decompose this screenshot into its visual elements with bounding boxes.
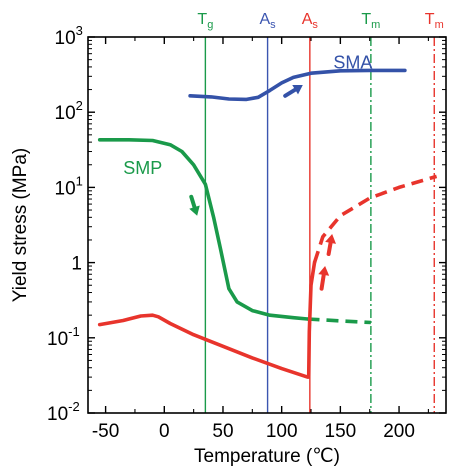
arrow-3 — [325, 234, 337, 257]
ref-line-label-4: Tm — [425, 11, 444, 31]
y-tick-label-3: 101 — [55, 173, 83, 199]
x-tick-label-5: 200 — [383, 421, 415, 442]
annotation-sma: SMA — [333, 53, 372, 73]
x-tick-label-2: 50 — [212, 421, 233, 442]
series-annotations: SMA SMP — [123, 53, 372, 179]
series-2-segment-1 — [312, 174, 438, 264]
y-tick-label-1: 10-1 — [47, 324, 80, 350]
arrow-2 — [318, 266, 330, 291]
ref-line-label-0: Tg — [197, 11, 213, 31]
ref-line-label-2: As — [302, 11, 319, 31]
ref-line-label-1: As — [260, 11, 277, 31]
x-tick-label-3: 100 — [266, 421, 298, 442]
y-tick-label-2: 1 — [71, 254, 82, 275]
x-tick-label-1: 0 — [159, 421, 170, 442]
y-axis-ticks: 10-2 10-1 1 101 102 103 — [47, 23, 446, 425]
x-tick-label-0: -50 — [92, 421, 119, 442]
arrow-1 — [189, 194, 200, 216]
series-1-segment-0 — [97, 138, 310, 321]
ref-line-label-3: Tm — [361, 11, 380, 31]
y-tick-label-0: 10-2 — [47, 399, 80, 425]
annotation-smp: SMP — [123, 158, 162, 178]
series-2-segment-0 — [97, 260, 317, 379]
arrow-0 — [283, 84, 303, 98]
transition-arrows — [189, 84, 337, 291]
x-axis-ticks: -50 0 50 100 150 200 — [92, 37, 429, 442]
x-tick-label-4: 150 — [325, 421, 357, 442]
series-lines — [97, 68, 438, 379]
series-1-segment-1 — [307, 317, 371, 325]
y-tick-label-5: 103 — [55, 23, 83, 49]
y-axis-title: Yield stress (MPa) — [10, 148, 31, 303]
plot-frame — [87, 36, 447, 414]
x-axis-title: Temperature (℃) — [194, 446, 340, 467]
reference-lines: Tg As As Tm Tm — [197, 11, 444, 413]
series-0-segment-0 — [188, 68, 407, 102]
y-tick-label-4: 102 — [55, 98, 83, 124]
